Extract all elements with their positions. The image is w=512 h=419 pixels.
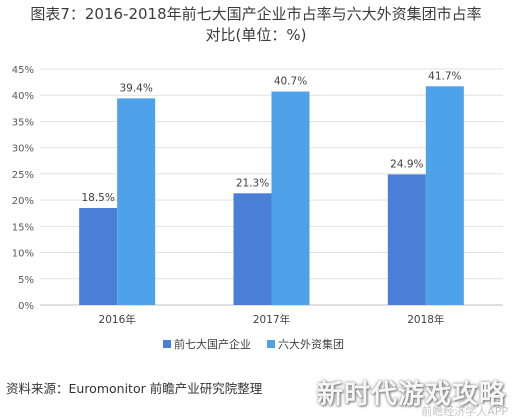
y-tick-label: 25% [12,170,34,181]
bar [425,86,464,305]
legend-swatch [163,340,171,348]
legend-swatch [267,340,275,348]
bar [233,193,272,305]
y-tick-label: 10% [12,249,34,260]
y-tick-label: 35% [12,117,34,128]
bar-value-label: 24.9% [390,158,423,170]
y-tick-label: 20% [12,196,34,207]
y-tick-label: 40% [12,91,34,102]
legend-label: 六大外资集团 [278,337,344,351]
bar-value-label: 21.3% [236,177,269,189]
bar-value-label: 18.5% [81,192,114,204]
y-tick-label: 5% [18,275,34,286]
legend-label: 前七大国产企业 [174,337,251,351]
bar-value-label: 41.7% [428,70,461,82]
source-note: 资料来源：Euromonitor 前瞻产业研究院整理 [6,381,263,396]
bar [117,98,156,305]
bar [387,174,426,305]
chart-title: 图表7：2016-2018年前七大国产企业市占率与六大外资集团市占率 对比(单位… [0,4,512,46]
y-tick-label: 15% [12,222,34,233]
y-tick-label: 30% [12,144,34,155]
x-tick-label: 2016年 [99,313,136,326]
chart-title-line1: 图表7：2016-2018年前七大国产企业市占率与六大外资集团市占率 [30,5,482,23]
chart-title-line2: 对比(单位：%) [205,26,307,44]
x-tick-label: 2017年 [253,313,290,326]
y-tick-label: 45% [12,65,34,76]
watermark-logo-text: 新时代游戏攻略 [316,380,506,410]
x-tick-label: 2018年 [407,313,444,326]
bar-value-label: 40.7% [274,76,307,88]
bar-value-label: 39.4% [119,82,152,94]
bar [271,91,310,305]
watermark-app-text: 前瞻经济学人APP [421,405,508,418]
bar [79,207,118,305]
y-tick-label: 0% [18,301,34,312]
